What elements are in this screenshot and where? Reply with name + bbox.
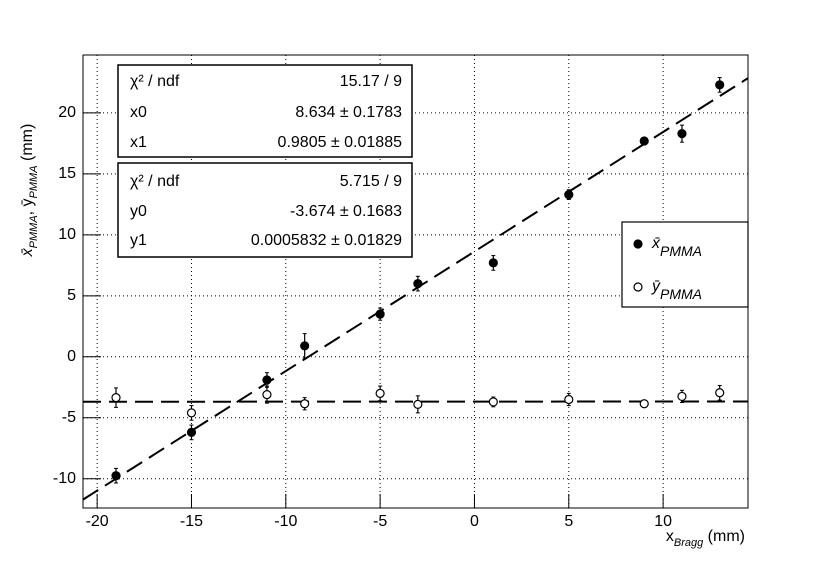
data-point: [186, 427, 197, 437]
data-point: [375, 309, 385, 319]
data-point: [488, 258, 498, 268]
data-point: [639, 399, 649, 409]
legend-marker: [633, 239, 643, 249]
legend-label-part: PMMA: [660, 286, 702, 302]
data-point: [639, 136, 649, 146]
stat-value: -3.674 ± 0.1683: [290, 203, 402, 220]
label-part: x: [666, 528, 674, 545]
label-part: x̄: [19, 247, 36, 257]
legend-box: [621, 221, 749, 308]
data-point: [488, 397, 498, 407]
x-tick-label: -20: [86, 513, 109, 530]
data-point: [677, 391, 687, 402]
data-point: [186, 408, 197, 418]
data-point: [300, 399, 310, 409]
stat-value: 0.9805 ± 0.01885: [278, 134, 403, 151]
data-point: [375, 388, 385, 398]
label-part: (mm): [19, 124, 36, 166]
data-point: [564, 190, 574, 200]
stat-value: 8.634 ± 0.1783: [295, 104, 402, 121]
legend-marker: [633, 282, 643, 292]
data-point: [564, 394, 574, 405]
stat-value: 0.0005832 ± 0.01829: [251, 232, 402, 249]
legend-label: x̄PMMA: [651, 235, 702, 258]
data-point: [413, 279, 423, 289]
label-part: PMMA: [28, 165, 40, 198]
y-tick-label: 20: [58, 104, 76, 121]
stat-box: [117, 162, 413, 258]
data-point: [715, 80, 725, 90]
label-part: , ȳ: [19, 198, 36, 215]
stat-value: 15.17 / 9: [340, 73, 402, 90]
label-part: Bragg: [674, 537, 704, 549]
legend-label-part: PMMA: [660, 243, 702, 259]
x-tick-label: 5: [564, 513, 573, 530]
label-part: PMMA: [28, 215, 40, 248]
stat-name: χ² / ndf: [130, 173, 180, 190]
data-point: [715, 388, 725, 398]
data-point: [677, 129, 687, 139]
x-tick-label: 0: [470, 513, 479, 530]
data-point: [300, 341, 310, 351]
stat-name: x0: [130, 104, 147, 121]
y-tick-label: -10: [53, 470, 76, 487]
label-part: (mm): [703, 528, 745, 545]
data-point: [111, 471, 121, 481]
stat-name: y1: [130, 232, 147, 249]
x-tick-label: 10: [654, 513, 672, 530]
stat-name: χ² / ndf: [130, 73, 180, 90]
y-tick-label: 10: [58, 226, 76, 243]
x-tick-label: -5: [373, 513, 387, 530]
y-tick-label: -5: [62, 409, 76, 426]
x-axis-label: xBragg (mm): [666, 528, 745, 549]
legend-label: ȳPMMA: [651, 278, 702, 301]
stat-value: 5.715 / 9: [340, 173, 402, 190]
y-tick-label: 15: [58, 165, 76, 182]
stat-name: y0: [130, 203, 147, 220]
y-axis-label: x̄PMMA, ȳPMMA (mm): [19, 124, 40, 258]
legend-label-part: x̄: [651, 235, 661, 252]
y-tick-label: 0: [67, 348, 76, 365]
x-tick-label: -10: [274, 513, 297, 530]
stat-box: [117, 64, 413, 158]
x-tick-label: -15: [180, 513, 203, 530]
data-point: [262, 389, 272, 400]
data-point: [413, 399, 423, 409]
legend-label-part: ȳ: [651, 278, 661, 295]
y-tick-label: 5: [67, 287, 76, 304]
stat-name: x1: [130, 134, 147, 151]
data-point: [262, 375, 272, 385]
data-point: [111, 393, 121, 403]
